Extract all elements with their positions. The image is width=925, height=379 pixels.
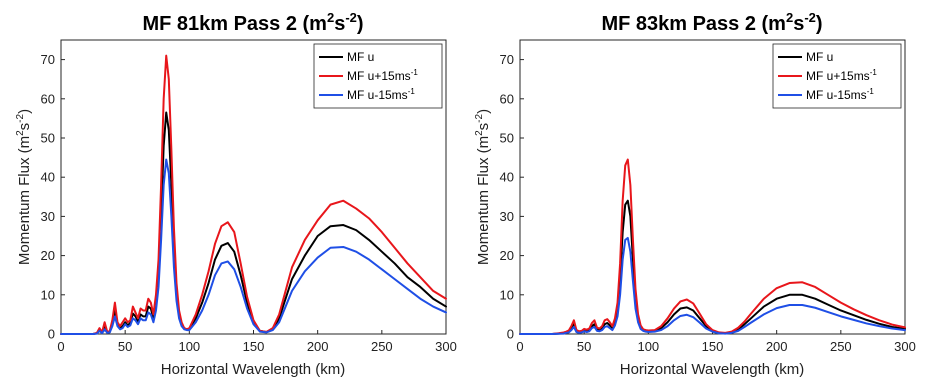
y-tick-label: 60 (41, 91, 55, 106)
legend-label-mf-u: MF u (347, 50, 374, 64)
y-axis-label: Momentum Flux (m2s-2) (15, 109, 33, 265)
legend-label-mf-u-plus: MF u+15ms-1 (806, 68, 877, 83)
series-line-mf-u-plus (519, 158, 906, 335)
y-tick-label: 20 (500, 248, 514, 263)
x-tick-label: 0 (516, 339, 523, 354)
series-line-mf-u-minus (60, 158, 447, 335)
chart-right: MF 83km Pass 2 (m2s-2) 0 50 100 150 200 250 30… (474, 10, 916, 378)
x-axis-label: Horizontal Wavelength (km) (620, 361, 805, 378)
y-tick-label: 70 (41, 52, 55, 67)
x-tick-label: 0 (57, 339, 64, 354)
y-tick-label: 0 (507, 327, 514, 342)
y-tick-label: 10 (41, 287, 55, 302)
series-line-mf-u-minus (519, 236, 906, 335)
x-tick-label: 250 (371, 339, 393, 354)
y-tick-label: 10 (500, 287, 514, 302)
x-axis-label: Horizontal Wavelength (km) (161, 361, 346, 378)
chart-title: MF 83km Pass 2 (m2s-2) (601, 10, 822, 35)
x-tick-label: 100 (178, 339, 200, 354)
chart-left: MF 81km Pass 2 (m2s-2) 0 50 100 150 200 250 30… (15, 10, 457, 378)
x-tick-label: 100 (637, 339, 659, 354)
y-tick-label: 40 (500, 170, 514, 185)
legend-label-mf-u-plus: MF u+15ms-1 (347, 68, 418, 83)
x-tick-label: 200 (307, 339, 329, 354)
legend-label-mf-u: MF u (806, 50, 833, 64)
x-tick-label: 50 (118, 339, 132, 354)
x-tick-label: 300 (435, 339, 457, 354)
y-tick-label: 30 (500, 209, 514, 224)
series-lines (519, 158, 906, 335)
y-axis-label: Momentum Flux (m2s-2) (474, 109, 492, 265)
y-tick-label: 40 (41, 170, 55, 185)
x-tick-label: 150 (243, 339, 265, 354)
legend: MF u MF u+15ms-1 MF u-15ms-1 (772, 43, 902, 109)
y-tick-label: 0 (48, 327, 55, 342)
y-tick-label: 60 (500, 91, 514, 106)
x-tick-label: 50 (577, 339, 591, 354)
legend-label-mf-u-minus: MF u-15ms-1 (347, 87, 415, 102)
y-tick-label: 50 (500, 131, 514, 146)
y-tick-label: 30 (41, 209, 55, 224)
x-tick-label: 300 (894, 339, 916, 354)
axis-ticks: 0 50 100 150 200 250 300 0 10 20 30 40 50 60 70 (41, 52, 457, 354)
series-lines (60, 54, 447, 335)
x-tick-label: 150 (702, 339, 724, 354)
y-tick-label: 50 (41, 131, 55, 146)
legend-label-mf-u-minus: MF u-15ms-1 (806, 87, 874, 102)
legend: MF u MF u+15ms-1 MF u-15ms-1 (313, 43, 443, 109)
chart-title: MF 81km Pass 2 (m2s-2) (142, 10, 363, 35)
y-tick-label: 70 (500, 52, 514, 67)
series-line-mf-u-plus (60, 54, 447, 335)
x-tick-label: 250 (830, 339, 852, 354)
axis-ticks: 0 50 100 150 200 250 300 0 10 20 30 40 50 60 70 (500, 52, 916, 354)
y-tick-label: 20 (41, 248, 55, 263)
x-tick-label: 200 (766, 339, 788, 354)
